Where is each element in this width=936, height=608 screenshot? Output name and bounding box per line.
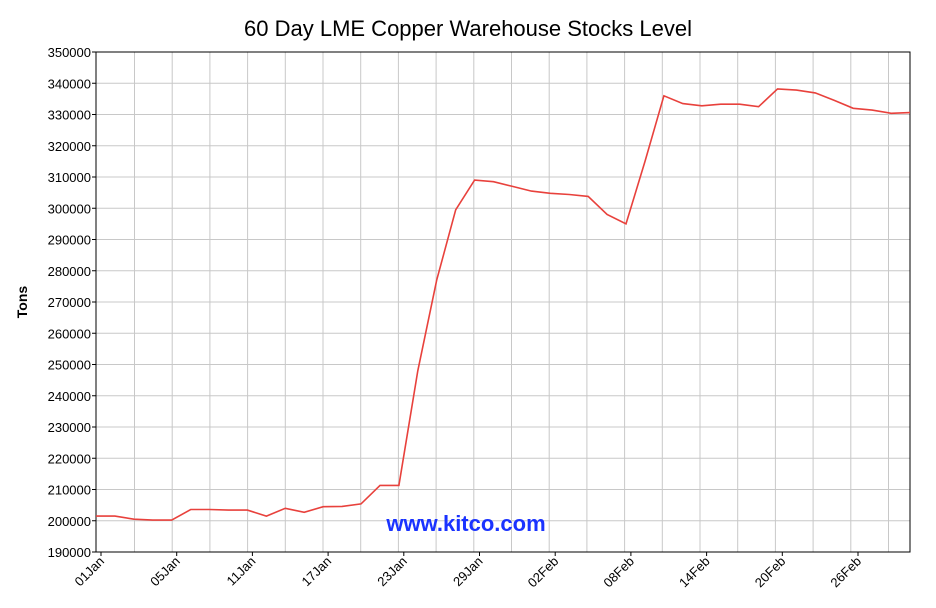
- y-tick-label: 310000: [48, 170, 91, 185]
- grid-lines: [96, 51, 910, 553]
- series-line-copper-stocks: [96, 88, 911, 521]
- x-tick-label: 17Jan: [299, 554, 335, 590]
- y-tick-label: 240000: [48, 389, 91, 404]
- x-tick-label: 23Jan: [374, 554, 410, 590]
- x-tick-label: 20Feb: [752, 554, 789, 591]
- watermark-text: www.kitco.com: [385, 511, 545, 536]
- y-tick-label: 300000: [48, 201, 91, 216]
- y-tick-label: 330000: [48, 108, 91, 123]
- x-tick-label: 05Jan: [147, 554, 183, 590]
- chart-title: 60 Day LME Copper Warehouse Stocks Level: [244, 16, 692, 41]
- y-axis-ticks: 190000 200000 210000 220000 230000 240000 2500…: [48, 45, 96, 560]
- y-tick-label: 220000: [48, 451, 91, 466]
- y-tick-label: 350000: [48, 45, 91, 60]
- y-tick-label: 340000: [48, 76, 91, 91]
- y-tick-label: 320000: [48, 139, 91, 154]
- y-tick-label: 290000: [48, 233, 91, 248]
- y-tick-label: 260000: [48, 326, 91, 341]
- y-tick-label: 190000: [48, 545, 91, 560]
- x-axis-ticks: 01Jan 05Jan 11Jan 17Jan 23Jan 29Jan 02Feb 08Feb…: [71, 552, 864, 590]
- x-tick-label: 26Feb: [827, 554, 864, 591]
- y-tick-label: 210000: [48, 483, 91, 498]
- y-tick-label: 230000: [48, 420, 91, 435]
- y-tick-label: 280000: [48, 264, 91, 279]
- x-tick-label: 08Feb: [600, 554, 637, 591]
- y-tick-label: 200000: [48, 514, 91, 529]
- x-tick-label: 02Feb: [525, 554, 562, 591]
- x-tick-label: 11Jan: [224, 554, 259, 589]
- x-tick-label: 29Jan: [450, 554, 486, 590]
- y-tick-label: 250000: [48, 358, 91, 373]
- x-tick-label: 14Feb: [676, 554, 713, 591]
- y-tick-label: 270000: [48, 295, 91, 310]
- y-axis-label: Tons: [14, 286, 30, 319]
